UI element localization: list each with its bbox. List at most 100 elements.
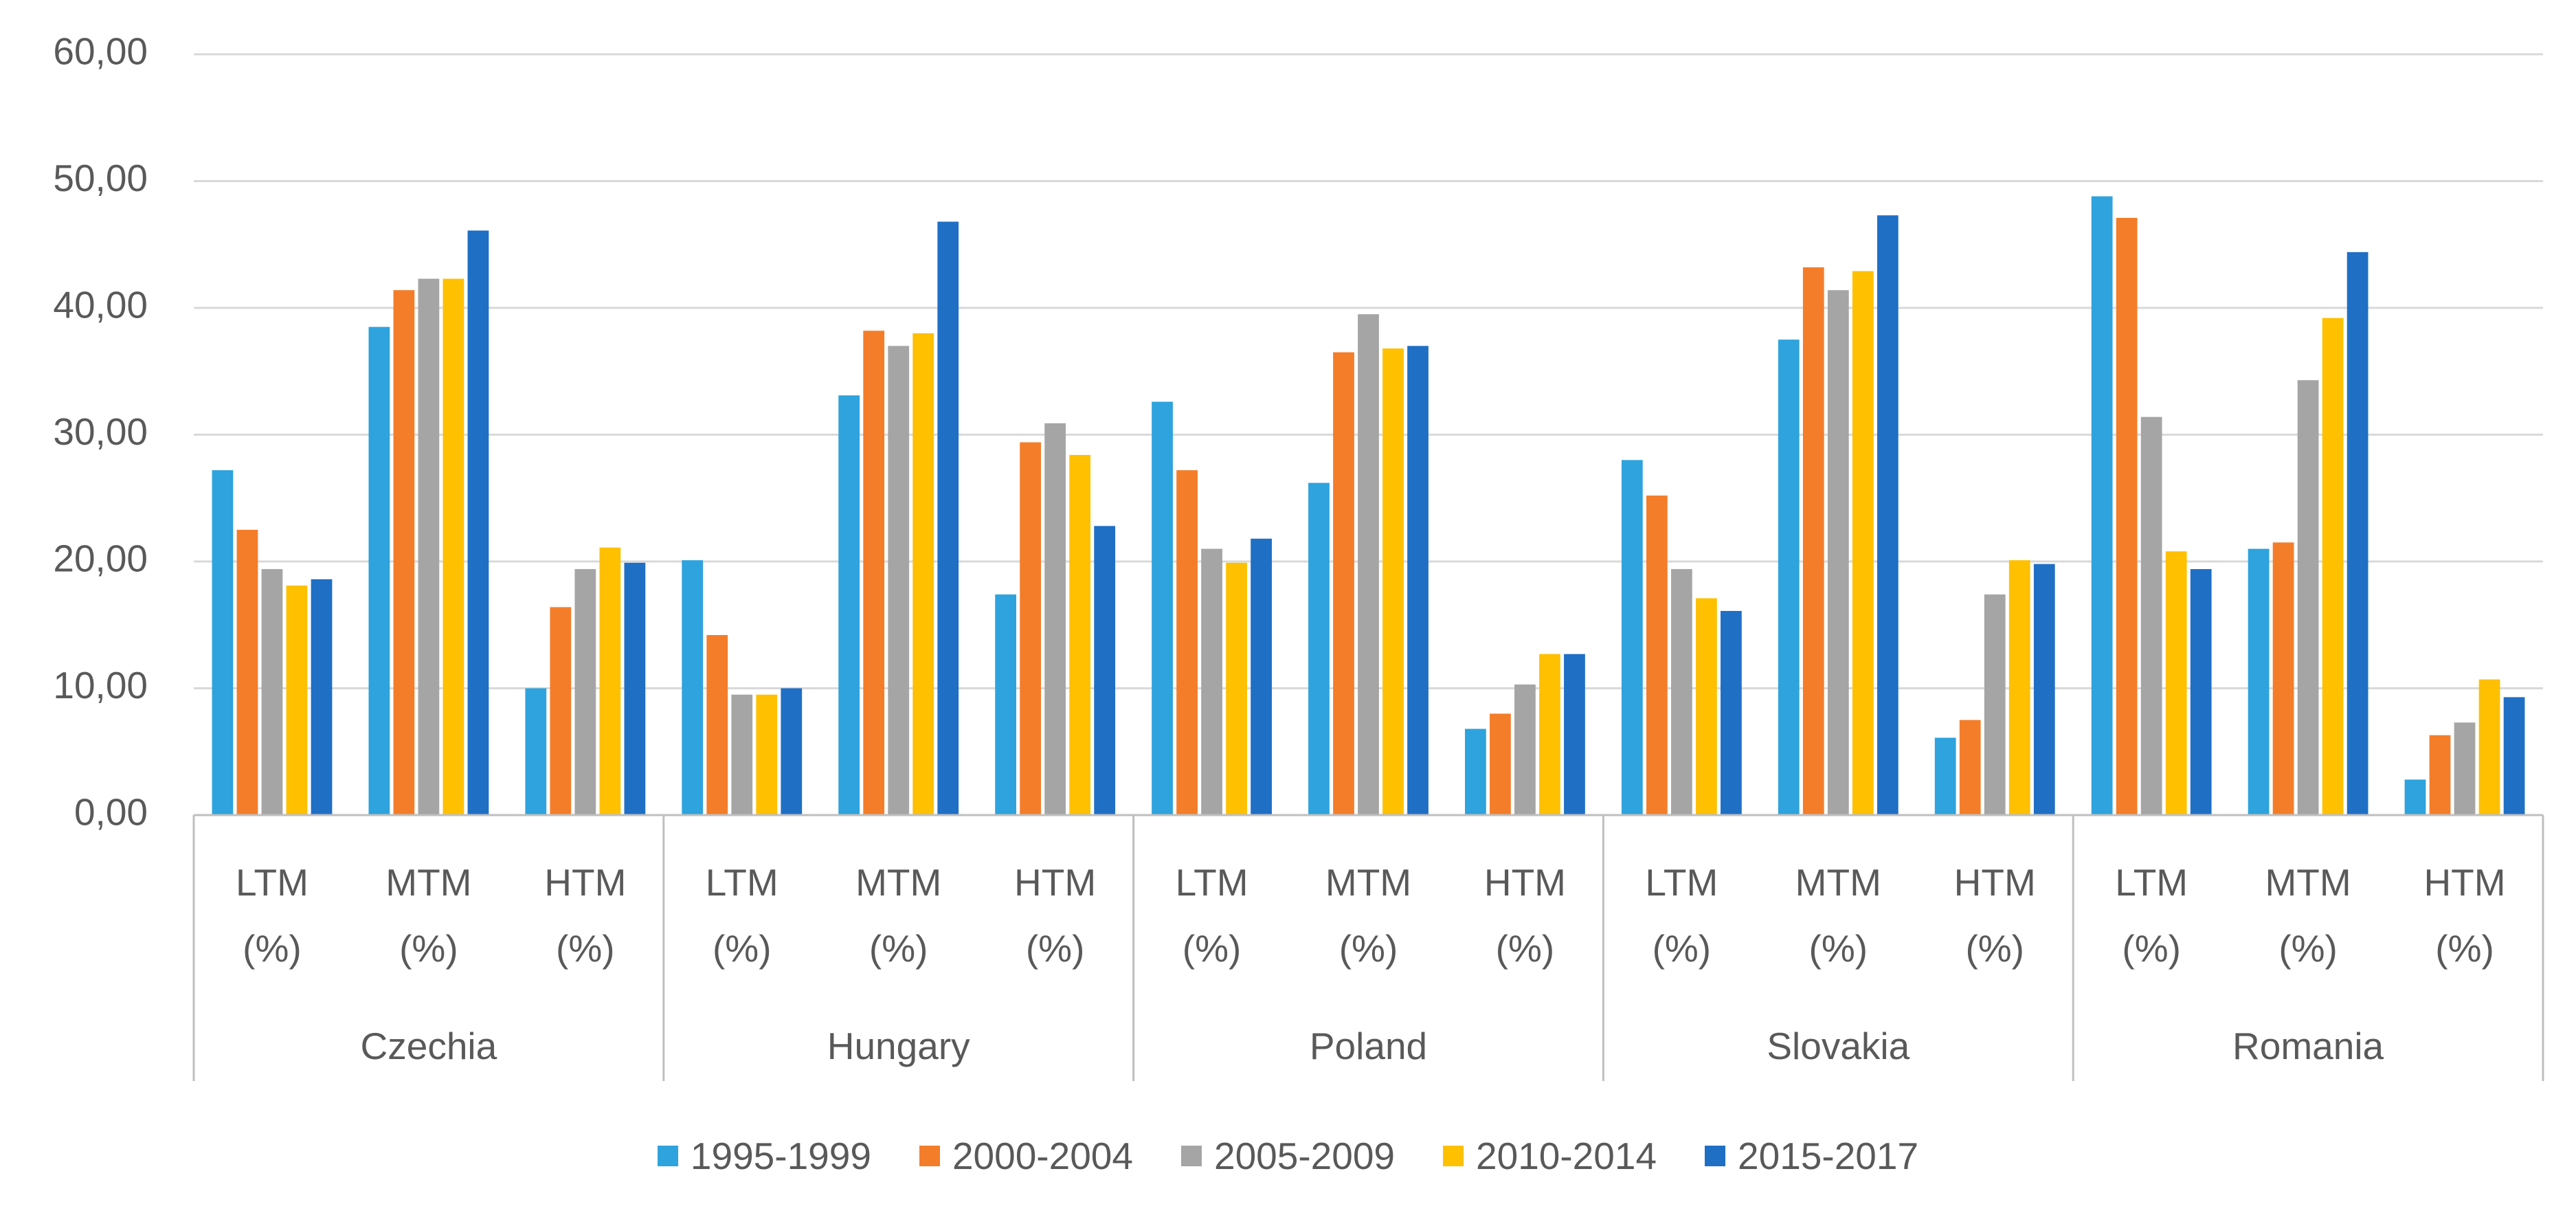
bar [1646,496,1668,815]
bar [912,333,934,815]
bar [1670,569,1692,815]
bar [1721,610,1742,815]
x-tick-label: HTM (%) [1953,861,2036,970]
legend-swatch [1443,1146,1464,1166]
bar [2272,542,2294,815]
x-tick-label: MTM (%) [1325,861,1412,970]
x-tick-label: LTM (%) [2115,861,2188,970]
bar [706,635,728,815]
bar [1778,340,1800,815]
y-tick-label: 10,00 [53,664,148,706]
bar [1514,684,1536,815]
group-label: Czechia [360,1025,497,1067]
bar [1827,290,1849,815]
bar [863,331,885,816]
bar [682,560,704,815]
bar [624,562,646,815]
bar [781,688,803,815]
legend-swatch [1180,1146,1202,1166]
x-tick-label: MTM (%) [855,861,942,970]
bar [574,569,596,815]
bar [550,607,572,815]
bar [2033,564,2055,815]
legend-label: 2000-2004 [952,1135,1133,1177]
bar [525,688,547,815]
bar [236,529,258,815]
group-label: Poland [1309,1025,1428,1067]
x-tick-label: HTM (%) [1483,861,1566,970]
bar [1959,720,1981,815]
bar [1465,728,1486,815]
bar [756,694,778,815]
bar [1176,470,1198,815]
x-tick-label: HTM (%) [2423,861,2506,970]
legend-swatch [1705,1146,1726,1166]
bar [2008,560,2030,815]
bar [1802,267,1824,816]
legend: 1995-1999 2000-2004 2005-2009 2010-2014 2015… [0,1134,2576,1178]
bar [2140,416,2162,815]
bar [937,221,959,815]
bar [1539,654,1560,815]
bar [2322,318,2344,815]
y-tick-label: 60,00 [53,30,148,73]
bar [2091,196,2113,815]
x-tick-label: LTM (%) [235,861,309,970]
y-tick-label: 50,00 [53,157,148,199]
bar [1407,346,1429,816]
bar [1044,423,1066,815]
bar [311,579,333,815]
bar [1877,215,1899,815]
bar [838,395,860,815]
bar [2116,218,2138,815]
bar [1852,271,1874,815]
bar [1358,314,1379,816]
bar [1020,442,1042,815]
group-label: Romania [2232,1025,2384,1067]
legend-item: 1995-1999 [657,1134,871,1178]
legend-label: 2015-2017 [1738,1135,1919,1177]
bar [1984,594,2006,815]
bar [731,694,753,815]
bar [1695,598,1717,815]
bar [599,547,621,815]
bar [1490,713,1511,815]
bar [2297,380,2319,815]
legend-swatch [657,1146,678,1166]
bar [888,346,910,816]
bar [1094,526,1116,815]
y-tick-label: 20,00 [53,537,148,580]
bar [2248,548,2270,815]
group-label: Hungary [827,1025,970,1067]
bar [212,470,234,815]
x-tick-label: HTM (%) [544,861,627,970]
bar [1564,654,1585,815]
legend-item: 2015-2017 [1705,1134,1918,1178]
bar [1226,562,1247,815]
legend-swatch [919,1146,940,1166]
bar [1621,460,1643,815]
x-tick-label: MTM (%) [2265,861,2351,970]
bar [368,326,390,815]
legend-label: 2005-2009 [1213,1135,1396,1177]
x-tick-label: LTM (%) [1175,861,1248,970]
bar [1308,482,1330,815]
bar [1201,548,1222,815]
group-label: Slovakia [1767,1025,1910,1067]
bar [1382,348,1404,815]
bar [1152,401,1173,815]
bar [2478,679,2500,815]
bar [1251,538,1272,815]
legend-label: 2010-2014 [1476,1135,1657,1177]
bar [2190,569,2212,815]
bar [2347,252,2368,815]
bar [393,290,415,815]
bar [2404,779,2426,815]
x-tick-label: HTM (%) [1014,861,1097,970]
bar [418,278,440,815]
x-tick-label: LTM (%) [1645,861,1718,970]
y-tick-label: 30,00 [53,410,148,453]
bar [286,586,308,815]
legend-item: 2010-2014 [1443,1134,1657,1178]
